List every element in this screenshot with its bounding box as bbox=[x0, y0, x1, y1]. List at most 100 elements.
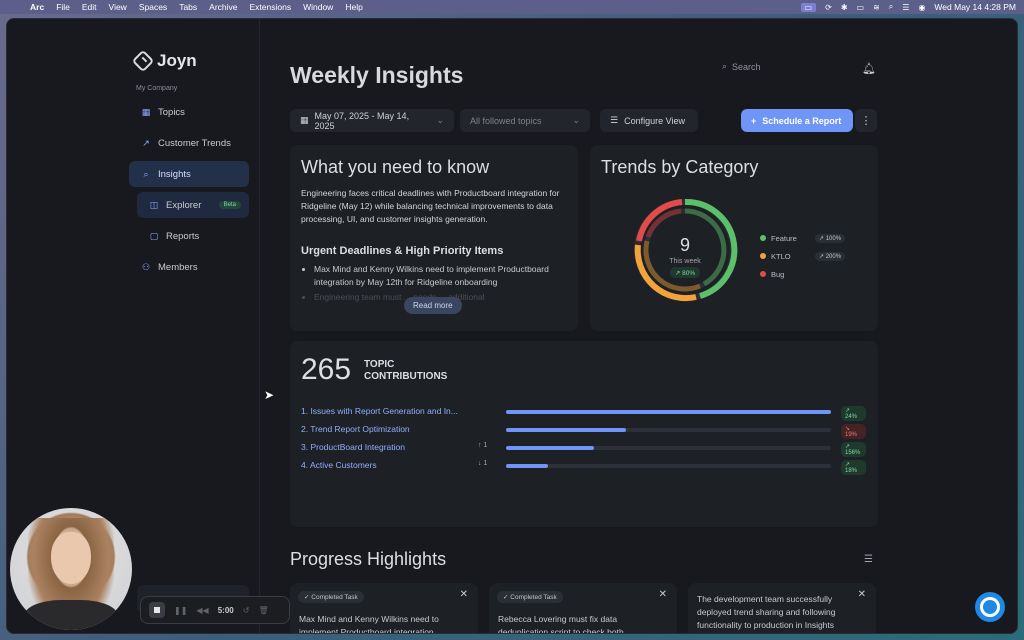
contribution-row[interactable]: 1. Issues with Report Generation and In.… bbox=[301, 405, 866, 421]
search-placeholder: Search bbox=[732, 61, 761, 72]
toolbar: ▦ May 07, 2025 - May 14, 2025 ⌄ All foll… bbox=[290, 109, 890, 133]
progress-card[interactable]: ✓ Completed Task ✕ Max Mind and Kenny Wi… bbox=[290, 583, 478, 633]
siri-icon[interactable]: ◉ bbox=[918, 2, 926, 12]
more-options-icon[interactable]: ⋮ bbox=[855, 109, 877, 132]
recording-controls: ❚❚ ◀◀ 5:00 ↺ 🗑︎ bbox=[140, 596, 290, 624]
read-more-button[interactable]: Read more bbox=[404, 297, 462, 314]
configure-view-label: Configure View bbox=[624, 115, 685, 126]
contribution-topic-link[interactable]: 2. Trend Report Optimization bbox=[301, 424, 410, 434]
contribution-bar-fill bbox=[506, 464, 549, 468]
legend-dot bbox=[760, 253, 766, 259]
menu-clock[interactable]: Wed May 14 4:28 PM bbox=[934, 2, 1016, 12]
search-icon: ⌕ bbox=[722, 61, 728, 71]
menu-spaces[interactable]: Spaces bbox=[138, 2, 168, 12]
schedule-report-label: Schedule a Report bbox=[762, 115, 842, 126]
sidebar-item-insights[interactable]: ⌕ Insights bbox=[129, 161, 249, 187]
donut-center-value: 9 bbox=[680, 235, 690, 255]
search-box[interactable]: ⌕ Search bbox=[722, 61, 761, 72]
spotlight-icon[interactable]: ⌕ bbox=[888, 2, 894, 11]
sidebar-item-label: Explorer bbox=[166, 199, 202, 211]
report-icon: ▢ bbox=[149, 230, 159, 241]
contribution-row[interactable]: 2. Trend Report Optimization ↘ 19% bbox=[301, 423, 866, 439]
topic-contributions-card: 265 TOPIC CONTRIBUTIONS 1. Issues with R… bbox=[290, 341, 878, 527]
sidebar-item-reports[interactable]: ▢ Reports bbox=[137, 223, 249, 249]
stop-recording-button[interactable] bbox=[149, 602, 165, 618]
topics-filter-select[interactable]: All followed topics ⌄ bbox=[460, 109, 590, 132]
members-icon: ⚇ bbox=[141, 261, 151, 272]
menu-window[interactable]: Window bbox=[303, 2, 334, 12]
webcam-bubble[interactable] bbox=[10, 508, 132, 630]
grid-icon: ▦ bbox=[141, 106, 151, 117]
contribution-bar-fill bbox=[506, 446, 594, 450]
wifi-icon[interactable]: ≋ bbox=[873, 2, 880, 12]
contribution-topic-link[interactable]: 1. Issues with Report Generation and In.… bbox=[301, 406, 458, 416]
menu-edit[interactable]: Edit bbox=[81, 2, 97, 12]
sidebar-item-label: Topics bbox=[158, 106, 185, 118]
explorer-icon: ◫ bbox=[149, 199, 159, 210]
recording-timer: 5:00 bbox=[217, 605, 234, 615]
menu-file[interactable]: File bbox=[56, 2, 70, 12]
screen-record-icon[interactable]: ▭ bbox=[800, 2, 817, 12]
progress-card[interactable]: ✕ The development team successfully depl… bbox=[688, 583, 876, 633]
close-icon[interactable]: ✕ bbox=[658, 589, 667, 600]
sync-icon[interactable]: ⟳ bbox=[825, 2, 832, 12]
sidebar-item-topics[interactable]: ▦ Topics bbox=[129, 99, 249, 125]
close-icon[interactable]: ✕ bbox=[459, 589, 468, 600]
legend-dot bbox=[760, 235, 766, 241]
menu-extensions[interactable]: Extensions bbox=[249, 2, 292, 12]
date-range-picker[interactable]: ▦ May 07, 2025 - May 14, 2025 ⌄ bbox=[290, 109, 454, 132]
plus-icon: + bbox=[751, 115, 757, 126]
control-center-icon[interactable]: ☰ bbox=[902, 2, 910, 12]
configure-view-button[interactable]: ☰ Configure View bbox=[600, 109, 698, 132]
donut-center-change: ↗ 80% bbox=[675, 270, 695, 277]
contribution-bar-track bbox=[506, 464, 831, 468]
search-icon: ⌕ bbox=[143, 168, 149, 179]
legend-item-bug[interactable]: Bug bbox=[760, 265, 845, 283]
pause-icon[interactable]: ❚❚ bbox=[174, 605, 188, 615]
contribution-bar-track bbox=[506, 428, 831, 432]
sidebar-item-customer-trends[interactable]: ↗ Customer Trends bbox=[129, 130, 249, 156]
bluetooth-icon[interactable]: ✱ bbox=[840, 2, 848, 12]
chevron-down-icon: ⌄ bbox=[436, 115, 444, 125]
close-icon[interactable]: ✕ bbox=[857, 589, 866, 600]
filter-icon[interactable]: ☰ bbox=[864, 554, 873, 565]
legend-item-ktlo[interactable]: KTLO ↗ 200% bbox=[760, 247, 846, 265]
menu-help[interactable]: Help bbox=[345, 2, 363, 12]
contribution-bar-fill bbox=[506, 428, 627, 432]
donut-inner-feature bbox=[684, 208, 727, 287]
menu-view[interactable]: View bbox=[108, 2, 127, 12]
contributions-label: TOPIC CONTRIBUTIONS bbox=[364, 359, 448, 382]
sidebar-item-label: Reports bbox=[166, 230, 200, 242]
progress-card[interactable]: ✓ Completed Task ✕ Rebecca Lovering must… bbox=[489, 583, 677, 634]
brand-logo[interactable]: Joyn bbox=[131, 49, 197, 73]
menu-tabs[interactable]: Tabs bbox=[179, 2, 198, 12]
app-window: Joyn My Company ▦ Topics ↗ Customer Tren… bbox=[6, 18, 1018, 634]
sidebar-item-explorer[interactable]: ◫ Explorer Beta bbox=[137, 192, 249, 218]
contribution-topic-link[interactable]: 3. ProductBoard Integration bbox=[301, 442, 405, 452]
trash-icon[interactable]: 🗑︎ bbox=[258, 605, 269, 615]
notification-bell-icon[interactable]: 🔔︎ bbox=[862, 63, 876, 75]
menu-app[interactable]: Arc bbox=[30, 2, 45, 12]
assistant-launcher-icon[interactable] bbox=[975, 592, 1005, 622]
progress-card-text: Rebecca Lovering must fix data deduplica… bbox=[498, 614, 624, 634]
rewind-icon[interactable]: ◀◀ bbox=[196, 605, 209, 615]
bullet-item: Max Mind and Kenny Wilkins need to imple… bbox=[314, 263, 564, 289]
card-title: Trends by Category bbox=[601, 157, 759, 177]
webcam-face bbox=[51, 532, 91, 584]
menu-archive[interactable]: Archive bbox=[209, 2, 238, 12]
summary-text: Engineering faces critical deadlines wit… bbox=[301, 188, 560, 224]
mouse-cursor-icon: ➤ bbox=[264, 388, 275, 402]
category-donut-chart[interactable]: 9 This week ↗ 80% bbox=[630, 195, 740, 305]
joyn-logo-icon bbox=[131, 49, 155, 73]
legend-label: Bug bbox=[771, 269, 785, 279]
contribution-row[interactable]: 3. ProductBoard Integration ↑ 1 ↗ 156% bbox=[301, 441, 866, 457]
legend-label: KTLO bbox=[771, 251, 791, 261]
contribution-topic-link[interactable]: 4. Active Customers bbox=[301, 460, 377, 470]
legend-item-feature[interactable]: Feature ↗ 100% bbox=[760, 229, 846, 247]
restart-icon[interactable]: ↺ bbox=[242, 605, 250, 615]
contribution-row[interactable]: 4. Active Customers ↓ 1 ↗ 18% bbox=[301, 459, 866, 475]
sidebar-item-members[interactable]: ⚇ Members bbox=[129, 254, 249, 280]
contribution-change-badge: ↗ 18% bbox=[841, 460, 866, 475]
schedule-report-button[interactable]: + Schedule a Report bbox=[741, 109, 853, 132]
battery-icon[interactable]: ▭ bbox=[856, 2, 865, 12]
